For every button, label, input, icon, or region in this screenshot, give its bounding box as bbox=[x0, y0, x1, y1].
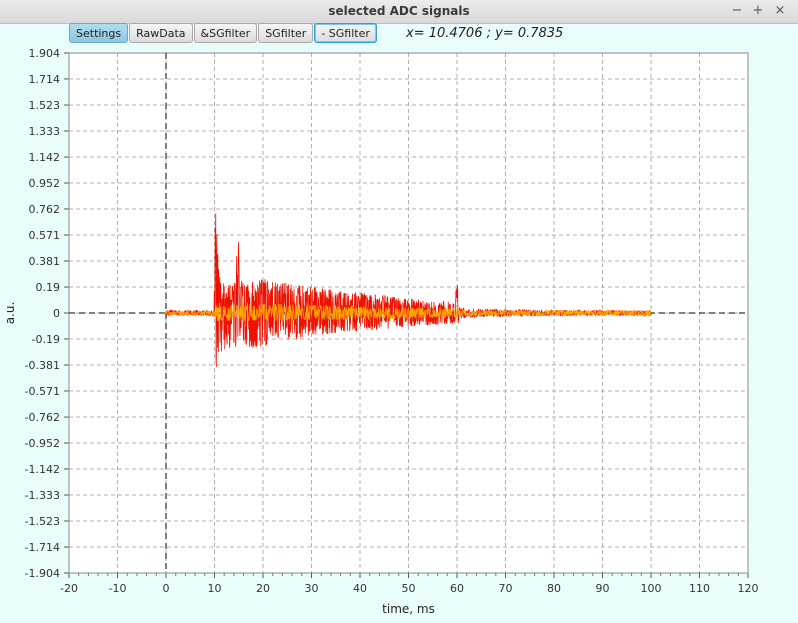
y-tick-label: 0.19 bbox=[36, 281, 61, 294]
x-tick-label: 100 bbox=[641, 582, 662, 595]
signal-series-2 bbox=[165, 303, 652, 323]
x-tick-label: 70 bbox=[499, 582, 513, 595]
and-sgfilter-button[interactable]: &SGfilter bbox=[193, 23, 258, 43]
toolbar: Settings RawData &SGfilter SGfilter - SG… bbox=[69, 23, 377, 45]
x-tick-label: 110 bbox=[689, 582, 710, 595]
sgfilter-button[interactable]: SGfilter bbox=[258, 23, 314, 43]
y-tick-label: 0.762 bbox=[29, 203, 61, 216]
rawdata-button[interactable]: RawData bbox=[129, 23, 193, 43]
y-tick-label: -1.904 bbox=[25, 567, 60, 580]
cursor-coordinates: x= 10.4706 ; y= 0.7835 bbox=[406, 26, 564, 41]
y-tick-label: -1.142 bbox=[25, 463, 60, 476]
window-titlebar: selected ADC signals − + × bbox=[0, 0, 798, 24]
maximize-icon[interactable]: + bbox=[752, 3, 764, 18]
y-axis-label: a.u. bbox=[3, 302, 17, 325]
y-tick-label: 1.523 bbox=[29, 99, 61, 112]
y-tick-label: 1.142 bbox=[29, 151, 61, 164]
y-tick-label: 1.333 bbox=[29, 125, 61, 138]
x-tick-label: 40 bbox=[353, 582, 367, 595]
x-tick-label: -10 bbox=[109, 582, 127, 595]
x-tick-label: 0 bbox=[163, 582, 170, 595]
y-tick-label: 1.904 bbox=[29, 47, 61, 60]
x-tick-label: 30 bbox=[305, 582, 319, 595]
y-tick-label: 1.714 bbox=[29, 73, 61, 86]
x-tick-label: 10 bbox=[208, 582, 222, 595]
y-tick-label: -1.523 bbox=[25, 515, 60, 528]
y-tick-label: -1.333 bbox=[25, 489, 60, 502]
x-tick-label: 60 bbox=[450, 582, 464, 595]
x-tick-label: -20 bbox=[60, 582, 78, 595]
x-tick-label: 120 bbox=[738, 582, 759, 595]
y-tick-label: 0.952 bbox=[29, 177, 61, 190]
minimize-icon[interactable]: − bbox=[731, 3, 743, 18]
y-tick-label: 0.571 bbox=[29, 229, 61, 242]
x-tick-label: 20 bbox=[256, 582, 270, 595]
y-tick-label: 0 bbox=[53, 307, 60, 320]
settings-button[interactable]: Settings bbox=[69, 23, 129, 43]
x-tick-label: 50 bbox=[402, 582, 416, 595]
y-tick-label: -0.381 bbox=[25, 359, 60, 372]
minus-sgfilter-button[interactable]: - SGfilter bbox=[314, 23, 377, 43]
y-tick-label: -0.571 bbox=[25, 385, 60, 398]
x-tick-label: 80 bbox=[547, 582, 561, 595]
x-tick-label: 90 bbox=[596, 582, 610, 595]
y-tick-label: -0.952 bbox=[25, 437, 60, 450]
y-tick-label: -0.762 bbox=[25, 411, 60, 424]
y-tick-label: 0.381 bbox=[29, 255, 61, 268]
x-axis-label: time, ms bbox=[382, 602, 435, 616]
y-tick-label: -0.19 bbox=[32, 333, 60, 346]
y-tick-label: -1.714 bbox=[25, 541, 60, 554]
window-title: selected ADC signals bbox=[328, 4, 470, 18]
close-icon[interactable]: × bbox=[774, 3, 786, 18]
